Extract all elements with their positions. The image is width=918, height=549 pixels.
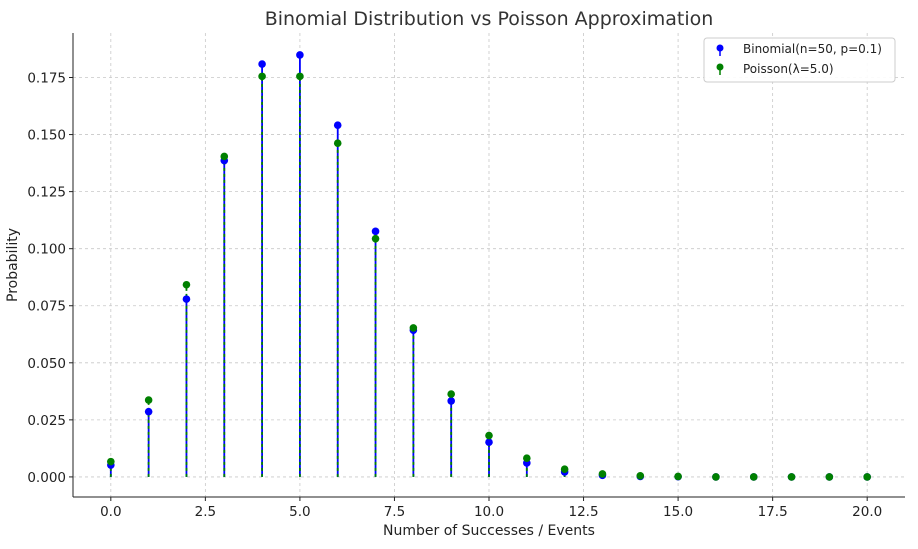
binomial-marker (258, 60, 266, 68)
poisson-marker (107, 457, 115, 466)
y-tick-label: 0.025 (27, 413, 66, 429)
x-tick-label: 0.0 (100, 504, 121, 520)
legend-label-binomial: Binomial(n=50, p=0.1) (743, 42, 882, 56)
x-tick-label: 2.5 (195, 504, 216, 520)
y-axis-label: Probability (5, 228, 21, 302)
x-tick-label: 10.0 (474, 504, 504, 520)
binomial-marker (371, 227, 380, 236)
y-tick-label: 0.000 (27, 470, 66, 486)
y-tick-label: 0.050 (27, 356, 66, 372)
poisson-marker (523, 454, 531, 463)
poisson-marker (371, 234, 380, 243)
x-tick-label: 12.5 (569, 504, 599, 520)
y-tick-label: 0.150 (27, 128, 66, 144)
y-tick-label: 0.125 (27, 185, 66, 201)
poisson-marker (674, 472, 682, 481)
poisson-marker (560, 465, 569, 473)
legend: Binomial(n=50, p=0.1) Poisson(λ=5.0) (703, 37, 896, 83)
x-tick-label: 7.5 (384, 504, 405, 520)
stem-layer (109, 54, 679, 477)
legend-entry-poisson: Poisson(λ=5.0) (716, 62, 834, 76)
tick-layer: 0.0 2.5 5.0 7.5 10.0 12.5 15.0 17.5 20.0 0.000 0.0… (27, 71, 882, 520)
x-tick-label: 15.0 (663, 504, 693, 520)
y-tick-label: 0.175 (27, 71, 66, 87)
poisson-marker (485, 431, 493, 440)
x-tick-label: 5.0 (289, 504, 310, 520)
legend-box (703, 37, 896, 83)
poisson-marker (447, 390, 455, 398)
poisson-marker (144, 396, 153, 404)
x-tick-label: 20.0 (852, 504, 882, 520)
legend-marker-poisson (716, 63, 724, 71)
x-axis-label: Number of Successes / Events (383, 523, 595, 539)
binomial-marker (144, 407, 153, 416)
poisson-marker (712, 473, 720, 481)
y-tick-label: 0.100 (27, 242, 66, 258)
poisson-marker (749, 473, 758, 481)
poisson-marker (182, 280, 191, 289)
binomial-marker (485, 438, 493, 447)
binomial-marker (447, 397, 455, 405)
binomial-marker (296, 51, 304, 59)
poisson-marker (296, 72, 304, 81)
poisson-marker (598, 470, 607, 478)
binomial-marker (182, 295, 191, 303)
x-tick-label: 17.5 (758, 504, 788, 520)
y-tick-label: 0.075 (27, 299, 66, 315)
poisson-marker (220, 152, 229, 161)
poisson-marker (636, 471, 645, 480)
poisson-marker (258, 72, 266, 81)
legend-label-poisson: Poisson(λ=5.0) (743, 62, 834, 76)
marker-layer (107, 51, 871, 481)
binomial-marker (333, 121, 342, 130)
poisson-marker (863, 473, 871, 481)
poisson-marker (825, 473, 834, 481)
poisson-marker (333, 139, 342, 148)
poisson-marker (787, 473, 796, 481)
chart-title: Binomial Distribution vs Poisson Approxi… (265, 8, 714, 30)
legend-entry-binomial: Binomial(n=50, p=0.1) (716, 42, 882, 56)
grid-layer (73, 33, 905, 497)
legend-marker-binomial (716, 44, 724, 52)
poisson-marker (409, 324, 418, 332)
